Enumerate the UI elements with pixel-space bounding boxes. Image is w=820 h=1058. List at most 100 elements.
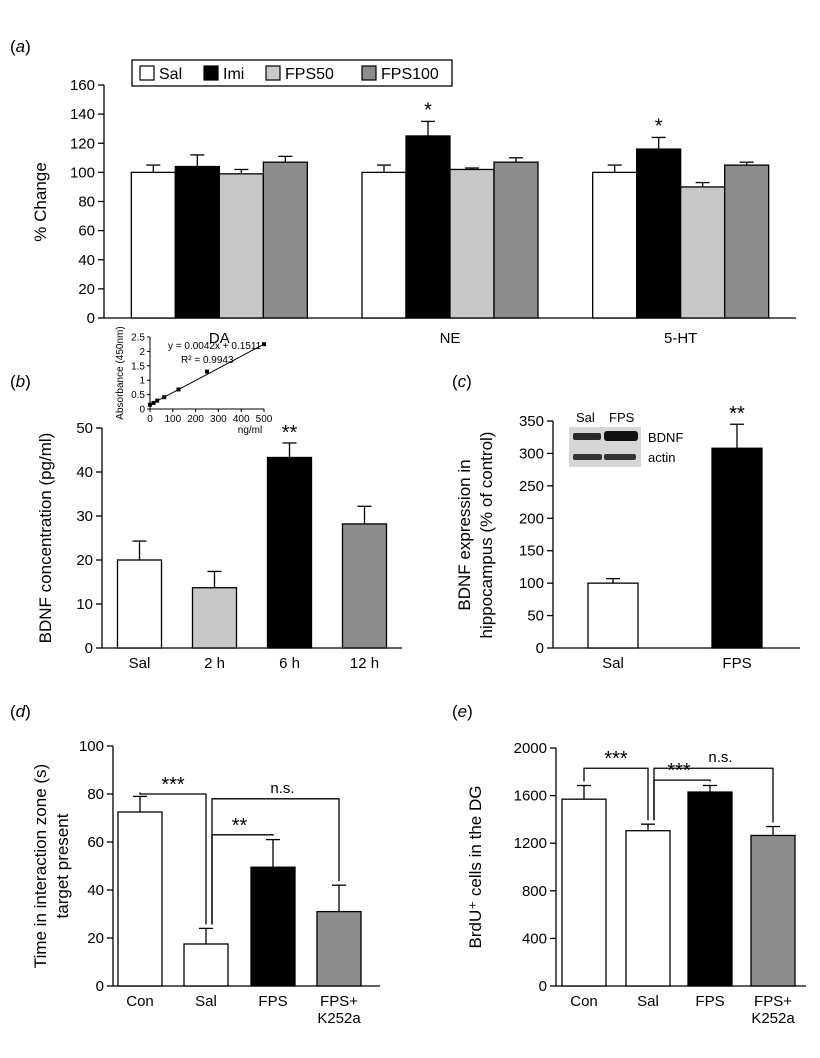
- panel-b-inset-y-axis-title: Absorbance (450nm): [115, 326, 126, 419]
- panel-a-bar-fps100-5-ht: [724, 164, 770, 319]
- panel-b-category-label: 12 h: [350, 655, 379, 672]
- panel-b-bar-12h: [341, 523, 388, 649]
- panel-d-ytick-label: 20: [87, 930, 104, 947]
- panel-b-ytick-label: 0: [85, 640, 93, 657]
- panel-a-ytick-label: 20: [78, 281, 95, 298]
- panel-a-ytick-label: 40: [78, 252, 95, 269]
- panel-a-bar-sal-ne: [361, 171, 407, 319]
- panel-b-bar-6h: [266, 456, 313, 649]
- panel-c: 0 50 100 150 200 250 300 350 BDNF expression in h…: [455, 403, 800, 672]
- panel-b-ytick-label: 30: [76, 508, 93, 525]
- panel-e-bar-fpsk252a: [750, 834, 796, 987]
- panel-c-blot-band-actin-sal: [573, 454, 602, 460]
- panel-d-ytick-label: 60: [87, 834, 104, 851]
- panel-a-bar-fps100-da: [262, 161, 308, 319]
- panel-c-panel-label: (c): [452, 372, 472, 391]
- panel-c-bar-sal: [587, 582, 639, 649]
- panel-a-legend: Sal Imi FPS50 FPS100: [131, 59, 453, 87]
- panel-a-legend-swatch-fps50: [265, 65, 281, 81]
- panel-b-inset-point: [155, 398, 160, 403]
- panel-e-category-label: Sal: [637, 993, 659, 1010]
- panel-e-ytick-label: 400: [522, 930, 547, 947]
- panel-c-blot-band-label: BDNF: [648, 430, 683, 445]
- panel-a-legend-swatch-imi: [203, 65, 219, 81]
- panel-b-inset-ytick-label: 2.5: [131, 333, 145, 344]
- panel-e-ytick-label: 0: [539, 978, 547, 995]
- panel-a-legend-label-sal: Sal: [159, 66, 182, 83]
- panel-c-bar-fps: [711, 447, 763, 649]
- panel-c-blot-lane-label: Sal: [576, 410, 595, 425]
- panel-d-y-axis-title: target present: [53, 813, 72, 918]
- panel-e-comparison-label: ***: [604, 748, 628, 770]
- panel-e-comparison-bracket: n.s.: [653, 749, 774, 823]
- panel-d-category-label: Sal: [195, 993, 217, 1010]
- panel-a-bar-imi-da: [174, 165, 220, 319]
- panel-d-comparison-label: **: [232, 815, 248, 837]
- panel-e-ytick-label: 2000: [514, 740, 547, 757]
- panel-d-comparison-bracket: ***: [139, 774, 207, 925]
- panel-b-inset-xtick-label: 300: [210, 414, 227, 425]
- panel-b-inset-equation: y = 0.0042x + 0.1511: [168, 341, 262, 352]
- panel-c-category-label: FPS: [722, 655, 751, 672]
- panel-c-blot-band-actin-fps: [604, 454, 636, 460]
- panel-b-ytick-label: 50: [76, 420, 93, 437]
- panel-b-y-axis-title: BDNF concentration (pg/ml): [36, 433, 55, 644]
- panel-a-ytick-label: 80: [78, 194, 95, 211]
- panel-e-comparison-label: n.s.: [708, 749, 732, 766]
- panel-d: 0 20 40 60 80 100 Time in interaction zone (s)…: [31, 738, 380, 1027]
- panel-a-legend-swatch-fps100: [361, 65, 377, 81]
- panel-b-significance-mark: **: [282, 422, 298, 444]
- panel-b-inset-ytick-label: 2: [139, 347, 145, 358]
- panel-c-western-blot: Sal FPS BDNF actin: [569, 410, 683, 467]
- panel-e-y-axis-title: BrdU⁺ cells in the DG: [466, 786, 485, 949]
- panel-a-ytick-label: 160: [70, 77, 95, 94]
- panel-b-inset-ytick-label: 1: [139, 376, 145, 387]
- panel-e-comparison-bracket: ***: [583, 748, 649, 821]
- panel-c-ytick-label: 300: [519, 445, 544, 462]
- panel-d-ytick-label: 40: [87, 882, 104, 899]
- panel-b-category-label: Sal: [129, 655, 151, 672]
- panel-b-inset-xtick-label: 400: [233, 414, 250, 425]
- panel-b-ytick-label: 20: [76, 552, 93, 569]
- panel-a-bar-fps50-5-ht: [680, 186, 726, 319]
- panel-a-legend-label-imi: Imi: [223, 66, 244, 83]
- panel-c-y-axis-title: hippocampus (% of control): [477, 432, 496, 639]
- panel-b-panel-label: (b): [10, 372, 31, 391]
- panel-d-comparison-label: n.s.: [270, 780, 294, 797]
- panel-a-legend-box: [131, 59, 453, 87]
- panel-c-category-label: Sal: [602, 655, 624, 672]
- panel-b-inset-point: [151, 400, 156, 405]
- panel-a-ytick-label: 100: [70, 164, 95, 181]
- panel-d-ytick-label: 80: [87, 786, 104, 803]
- panel-d-bar-sal: [183, 943, 229, 987]
- panel-a-legend-label-fps50: FPS50: [285, 66, 334, 83]
- panel-e-bracket-line: [583, 767, 649, 821]
- panel-a-bar-fps50-da: [218, 173, 264, 319]
- panel-a-panel-label: (a): [10, 37, 31, 56]
- panel-b-ytick-label: 40: [76, 464, 93, 481]
- panel-a-bar-fps50-ne: [449, 168, 495, 319]
- panel-b-bar-2h: [191, 587, 238, 649]
- panel-d-bracket-line: [211, 798, 340, 925]
- panel-e-category-label: FPS+ K252a: [751, 993, 795, 1027]
- panel-a-category-label: DA: [209, 330, 230, 347]
- panel-a-significance-mark: *: [424, 99, 432, 121]
- panel-e-bar-con: [561, 798, 607, 987]
- panel-b-inset-xtick-label: 100: [164, 414, 181, 425]
- panel-c-blot-band-bdnf-fps: [604, 431, 638, 441]
- panel-b-inset-point: [205, 369, 209, 374]
- panel-d-y-axis-title: Time in interaction zone (s): [31, 764, 50, 968]
- panel-d-comparison-label: ***: [161, 774, 185, 796]
- panel-e-comparison-label: ***: [667, 760, 691, 782]
- panel-d-category-label: FPS: [258, 993, 287, 1010]
- panel-c-ytick-label: 350: [519, 413, 544, 430]
- panel-e-category-label: FPS: [695, 993, 724, 1010]
- panel-b-bar-sal: [116, 559, 163, 649]
- panel-a-legend-swatch-sal: [139, 65, 155, 81]
- panel-d-panel-label: (d): [10, 702, 31, 721]
- panel-a-bar-sal-da: [130, 171, 176, 319]
- panel-d-bar-fps: [250, 866, 296, 987]
- panel-a-legend-label-fps100: FPS100: [381, 66, 439, 83]
